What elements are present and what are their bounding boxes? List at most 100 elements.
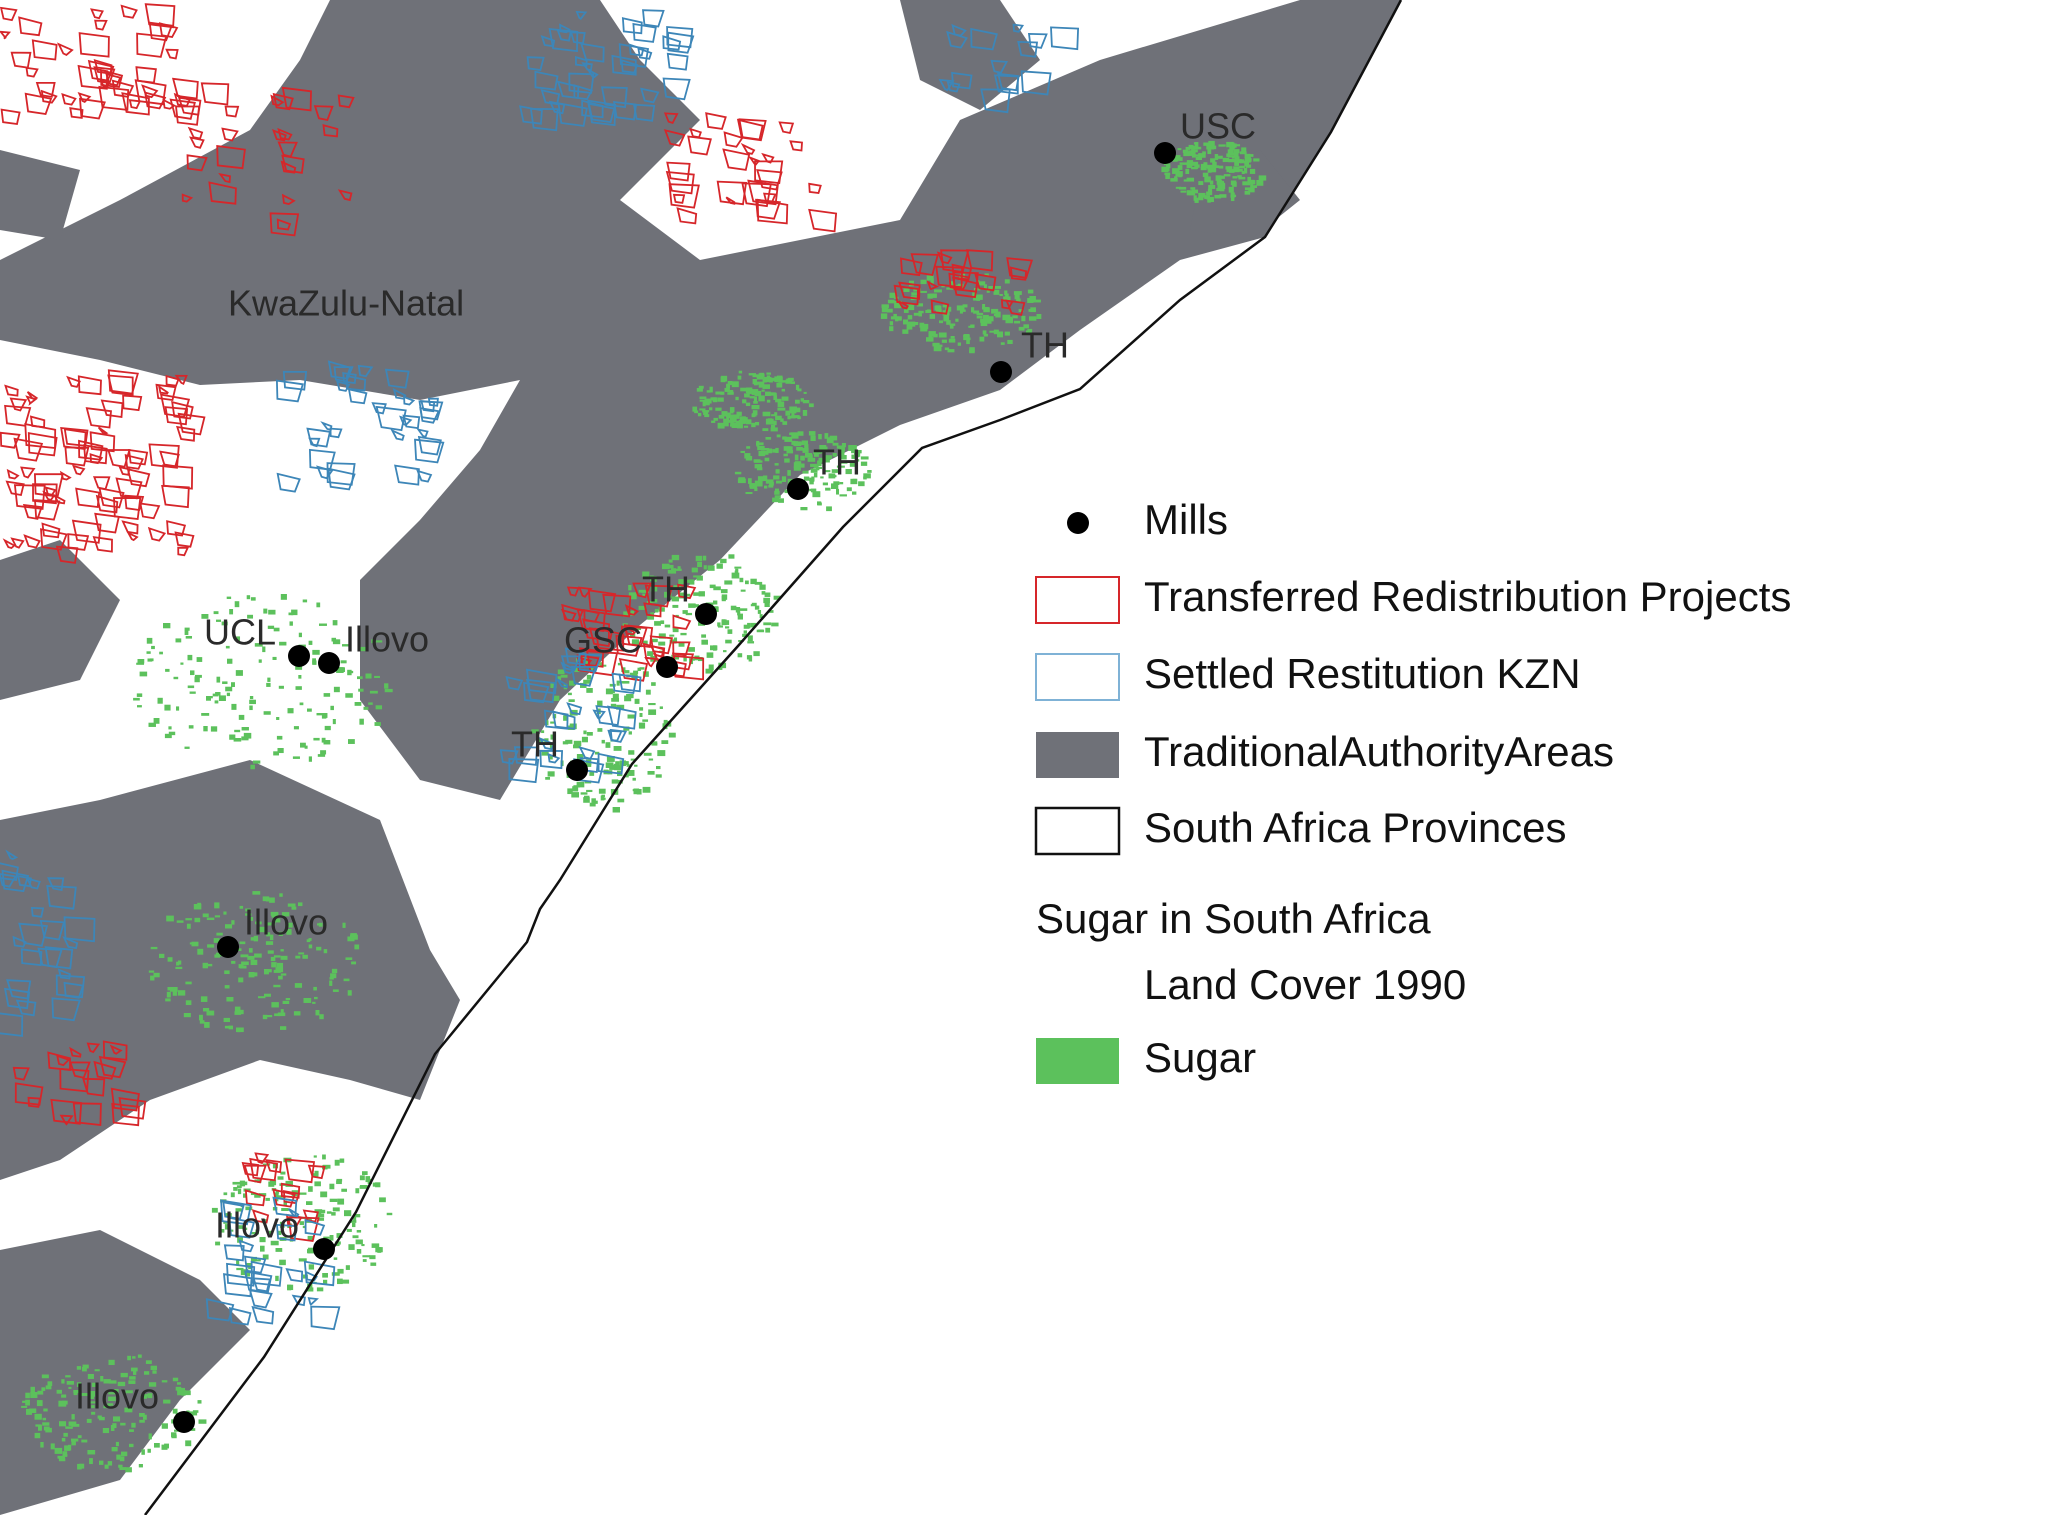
sugar-patch [765, 627, 771, 633]
sugar-patch [82, 1367, 87, 1372]
redistribution-project [126, 531, 139, 542]
sugar-patch [632, 777, 636, 781]
sugar-patch [663, 719, 668, 726]
sugar-patch [1207, 199, 1215, 203]
redistribution-project [624, 604, 640, 616]
sugar-patch [801, 440, 809, 446]
restitution-area [39, 919, 66, 941]
sugar-patch [671, 596, 680, 602]
sugar-patch [723, 421, 729, 427]
restitution-area [529, 107, 559, 132]
sugar-patch [748, 373, 757, 376]
sugar-patch [698, 385, 704, 389]
sugar-patch [71, 1438, 79, 1442]
sugar-patch [312, 660, 317, 665]
sugar-patch [42, 1417, 47, 1421]
sugar-patch [41, 1374, 49, 1379]
sugar-patch [983, 318, 992, 324]
redistribution-project [705, 112, 727, 130]
restitution-area [375, 405, 407, 432]
sugar-patch [254, 1194, 261, 1198]
sugar-patch [813, 472, 818, 478]
sugar-patch [790, 432, 798, 436]
redistribution-project [594, 627, 625, 652]
sugar-patch [129, 1429, 134, 1432]
sugar-patch [73, 1390, 79, 1394]
sugar-patch [360, 646, 366, 652]
sugar-patch [781, 476, 787, 482]
restitution-area [993, 74, 1019, 95]
redistribution-project [25, 395, 38, 406]
sugar-patch [674, 568, 682, 571]
sugar-patch [735, 420, 743, 426]
redistribution-project [121, 520, 139, 535]
sugar-patch [225, 645, 230, 649]
sugar-patch [386, 1212, 393, 1216]
sugar-patch [167, 957, 173, 962]
sugar-patch [273, 955, 281, 958]
redistribution-project [965, 249, 994, 272]
sugar-patch [699, 408, 706, 411]
restitution-area [308, 448, 336, 471]
sugar-patch [344, 1210, 352, 1217]
sugar-patch [250, 1256, 257, 1262]
sugar-patch [124, 1407, 133, 1413]
restitution-area [371, 402, 387, 415]
sugar-patch [753, 401, 758, 404]
sugar-patch [804, 444, 809, 450]
sugar-patch [340, 660, 347, 664]
sugar-patch [976, 312, 984, 316]
sugar-patch [306, 1201, 313, 1206]
redistribution-project [98, 1055, 127, 1079]
sugar-patch [356, 1249, 362, 1254]
sugar-patch [280, 949, 284, 952]
sugar-patch [168, 731, 176, 736]
sugar-patch [254, 643, 263, 647]
sugar-patch [266, 932, 271, 937]
redistribution-project [40, 528, 68, 551]
sugar-patch [973, 310, 980, 314]
sugar-patch [350, 1220, 357, 1223]
sugar-patch [278, 975, 283, 980]
sugar-patch [190, 670, 195, 676]
redistribution-project [165, 374, 180, 387]
redistribution-project [761, 152, 775, 164]
sugar-patch [942, 304, 948, 308]
sugar-patch [220, 1229, 225, 1233]
sugar-patch [1213, 165, 1220, 169]
sugar-patch [1014, 294, 1020, 300]
sugar-patch [1198, 181, 1204, 186]
redistribution-project [672, 193, 686, 204]
sugar-patch [1216, 188, 1222, 191]
sugar-patch [606, 756, 615, 762]
sugar-patch [137, 659, 145, 664]
sugar-patch [1202, 172, 1209, 177]
sugar-patch [1191, 189, 1199, 194]
restitution-area [570, 665, 597, 687]
redistribution-project [897, 300, 909, 310]
sugar-patch [303, 998, 312, 1003]
redistribution-project [157, 384, 169, 395]
sugar-patch [131, 1422, 136, 1428]
sugar-patch [314, 996, 318, 1000]
redistribution-project [281, 86, 312, 112]
redistribution-project [181, 193, 194, 203]
sugar-patch [1239, 151, 1247, 155]
sugar-patch [236, 1259, 240, 1266]
redistribution-project [277, 127, 293, 141]
sugar-patch [308, 1186, 313, 1192]
sugar-patch [204, 1022, 210, 1028]
sugar-patch [903, 288, 910, 292]
sugar-patch [756, 381, 765, 385]
sugar-patch [962, 304, 968, 308]
sugar-patch [384, 683, 389, 689]
restitution-area [1012, 23, 1025, 33]
sugar-patch [1241, 170, 1245, 175]
sugar-patch [817, 460, 822, 467]
sugar-patch [206, 917, 215, 921]
sugar-patch [581, 736, 588, 743]
sugar-patch [275, 967, 284, 973]
redistribution-project [748, 155, 761, 166]
sugar-patch [177, 990, 186, 996]
